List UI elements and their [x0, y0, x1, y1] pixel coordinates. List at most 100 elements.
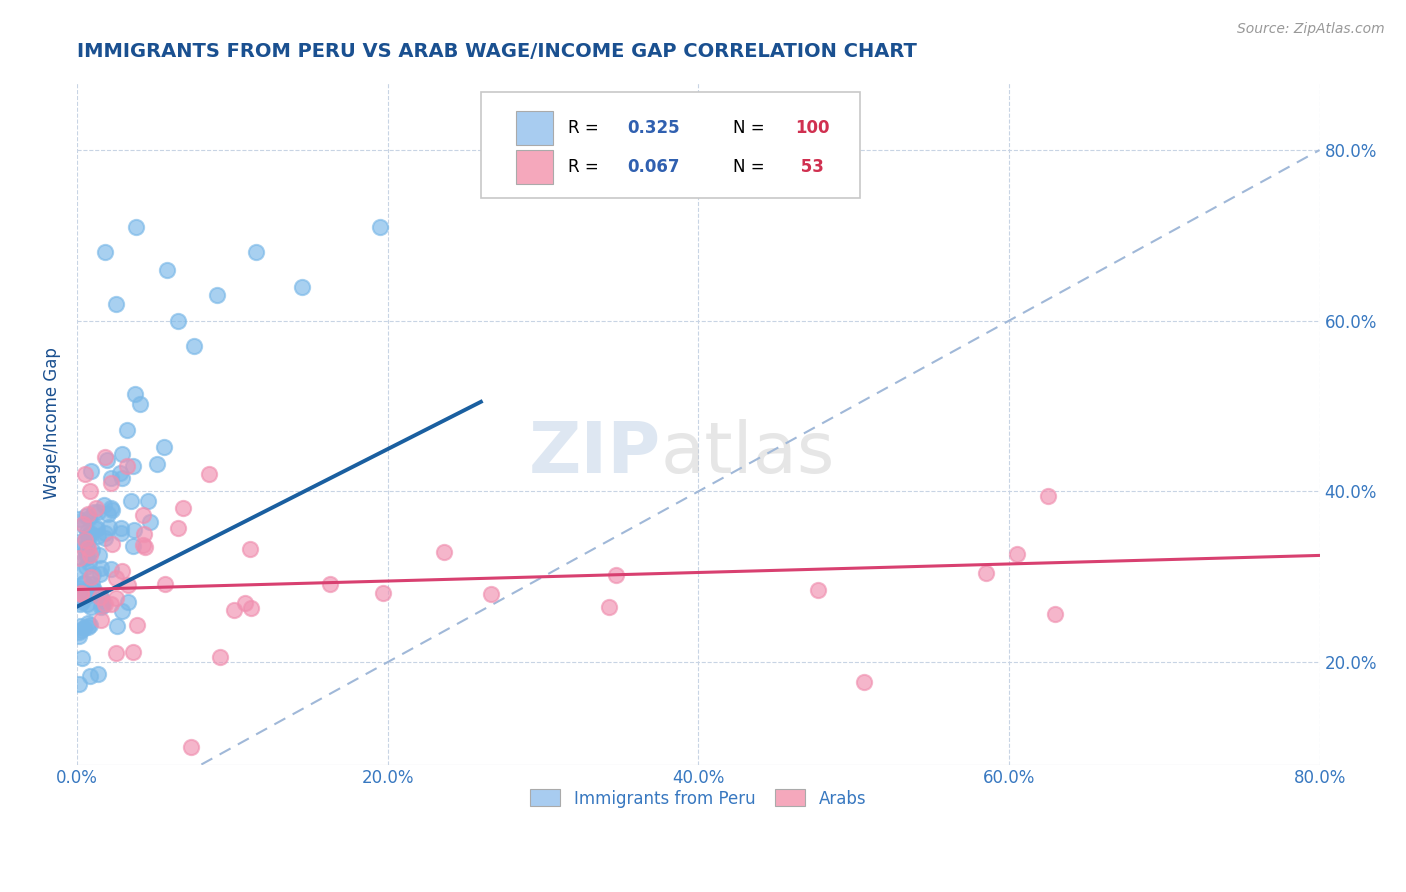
Point: [77, 587, 100, 601]
Point: [91, 598, 114, 612]
Point: [67, 677, 90, 691]
Point: [75, 546, 97, 560]
Point: [75, 560, 97, 574]
Point: [67, 625, 90, 640]
Point: [124, 386, 146, 401]
Point: [70, 585, 93, 599]
Point: [598, 600, 620, 615]
Point: [122, 524, 145, 538]
Point: [172, 501, 194, 516]
Point: [67, 550, 90, 565]
Point: [132, 508, 155, 522]
Point: [136, 493, 159, 508]
Point: [111, 471, 134, 485]
Point: [70, 623, 93, 637]
Point: [115, 423, 138, 437]
Bar: [516, 150, 553, 184]
Point: [84, 501, 107, 516]
Point: [80, 569, 103, 583]
Point: [76, 598, 98, 612]
Point: [479, 587, 502, 601]
Point: [373, 586, 395, 600]
Point: [72, 517, 94, 532]
Point: [198, 467, 221, 482]
Point: [76, 541, 98, 555]
Point: [368, 219, 391, 234]
Point: [104, 572, 127, 586]
Text: ZIP: ZIP: [529, 419, 661, 488]
Text: 100: 100: [796, 120, 830, 137]
Point: [245, 245, 267, 260]
Point: [77, 531, 100, 545]
Point: [76, 537, 98, 551]
Point: [1043, 607, 1066, 621]
Point: [156, 262, 179, 277]
Point: [91, 592, 114, 607]
Point: [125, 617, 148, 632]
Point: [134, 527, 156, 541]
Bar: [516, 111, 553, 145]
Point: [180, 740, 202, 755]
Point: [108, 467, 131, 481]
Point: [80, 464, 103, 478]
Point: [605, 568, 627, 582]
Point: [73, 467, 96, 482]
Point: [100, 475, 122, 490]
Point: [110, 525, 132, 540]
Point: [1036, 489, 1059, 503]
Point: [69, 618, 91, 632]
Text: R =: R =: [568, 158, 599, 177]
Point: [89, 591, 111, 605]
Point: [806, 582, 828, 597]
Point: [76, 550, 98, 565]
Point: [75, 509, 97, 524]
Point: [72, 590, 94, 604]
Point: [183, 339, 205, 353]
Point: [100, 562, 122, 576]
Point: [97, 520, 120, 534]
Point: [70, 595, 93, 609]
Point: [153, 577, 176, 591]
Point: [76, 620, 98, 634]
Point: [70, 650, 93, 665]
Point: [117, 595, 139, 609]
Point: [115, 458, 138, 473]
Point: [79, 668, 101, 682]
Point: [73, 621, 96, 635]
Point: [97, 507, 120, 521]
Point: [974, 566, 997, 581]
FancyBboxPatch shape: [481, 92, 860, 198]
Point: [69, 598, 91, 612]
Point: [77, 615, 100, 630]
Point: [79, 526, 101, 541]
Point: [77, 529, 100, 543]
Text: atlas: atlas: [661, 419, 835, 488]
Point: [90, 614, 112, 628]
Point: [75, 545, 97, 559]
Point: [69, 587, 91, 601]
Point: [79, 484, 101, 499]
Text: Source: ZipAtlas.com: Source: ZipAtlas.com: [1237, 22, 1385, 37]
Point: [87, 667, 110, 681]
Point: [167, 314, 190, 328]
Text: N =: N =: [733, 158, 765, 177]
Point: [111, 447, 134, 461]
Point: [139, 515, 162, 529]
Point: [80, 542, 103, 557]
Point: [239, 601, 262, 615]
Text: R =: R =: [568, 120, 599, 137]
Point: [319, 577, 342, 591]
Text: 0.325: 0.325: [627, 120, 681, 137]
Point: [77, 589, 100, 603]
Point: [72, 536, 94, 550]
Point: [105, 591, 128, 605]
Point: [100, 500, 122, 515]
Point: [67, 534, 90, 549]
Point: [120, 494, 142, 508]
Text: IMMIGRANTS FROM PERU VS ARAB WAGE/INCOME GAP CORRELATION CHART: IMMIGRANTS FROM PERU VS ARAB WAGE/INCOME…: [77, 42, 917, 61]
Point: [128, 396, 150, 410]
Point: [111, 604, 134, 618]
Point: [72, 518, 94, 533]
Point: [89, 566, 111, 581]
Point: [100, 597, 122, 611]
